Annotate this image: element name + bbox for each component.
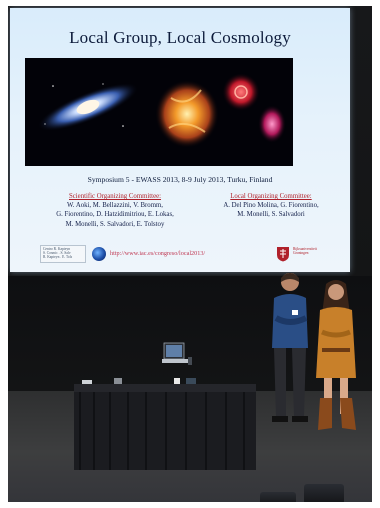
local-committee: Local Organizing Committee: A. Del Pino … bbox=[206, 192, 336, 220]
loc-line: M. Monelli, S. Salvadori bbox=[237, 211, 305, 219]
slide-footer: Centro R. Kapteyn S. Cosmic . S. Salv R.… bbox=[40, 245, 340, 265]
soc-line: M. Monelli, S. Salvadori, E. Tolstoy bbox=[65, 220, 165, 228]
scientific-committee: Scientific Organizing Committee: W. Aoki… bbox=[40, 192, 190, 229]
loc-heading: Local Organizing Committee: bbox=[230, 193, 312, 200]
soc-line: G. Fiorentino, D. Hatzidimitriou, E. Lok… bbox=[56, 211, 174, 219]
conference-url: http://www.iac.es/congreso/local2013/ bbox=[110, 250, 206, 257]
university-name: Rijksuniversiteit Groningen bbox=[293, 247, 317, 256]
slide-title: Local Group, Local Cosmology bbox=[69, 28, 291, 47]
projection-screen: Local Group, Local Cosmology bbox=[10, 8, 350, 272]
symposium-line: Symposium 5 - EWASS 2013, 8-9 July 2013,… bbox=[87, 175, 273, 184]
laptop-icon bbox=[162, 342, 192, 365]
university-seal-icon bbox=[277, 247, 289, 262]
nebula-orange-image bbox=[155, 80, 219, 148]
astronomy-banner-image bbox=[25, 58, 293, 166]
iac-globe-logo bbox=[92, 247, 106, 261]
presenter-table bbox=[74, 378, 256, 470]
nebula-red-image bbox=[222, 73, 260, 111]
audience-chair bbox=[304, 484, 344, 502]
soc-heading: Scientific Organizing Committee: bbox=[69, 193, 161, 200]
nebula-magenta-image bbox=[258, 105, 286, 143]
soc-line: W. Aoki, M. Bellazzini, V. Bromm, bbox=[67, 202, 163, 210]
loc-line: A. Del Pino Molina, G. Fiorentino, bbox=[223, 202, 319, 210]
audience-chair bbox=[260, 492, 296, 502]
andromeda-galaxy-image bbox=[37, 82, 139, 132]
presenter-woman bbox=[316, 280, 356, 430]
presenter-man bbox=[272, 273, 308, 422]
conference-photo: Local Group, Local Cosmology bbox=[8, 6, 372, 502]
kapteyn-logo: Centro R. Kapteyn S. Cosmic . S. Salv R.… bbox=[40, 245, 86, 263]
